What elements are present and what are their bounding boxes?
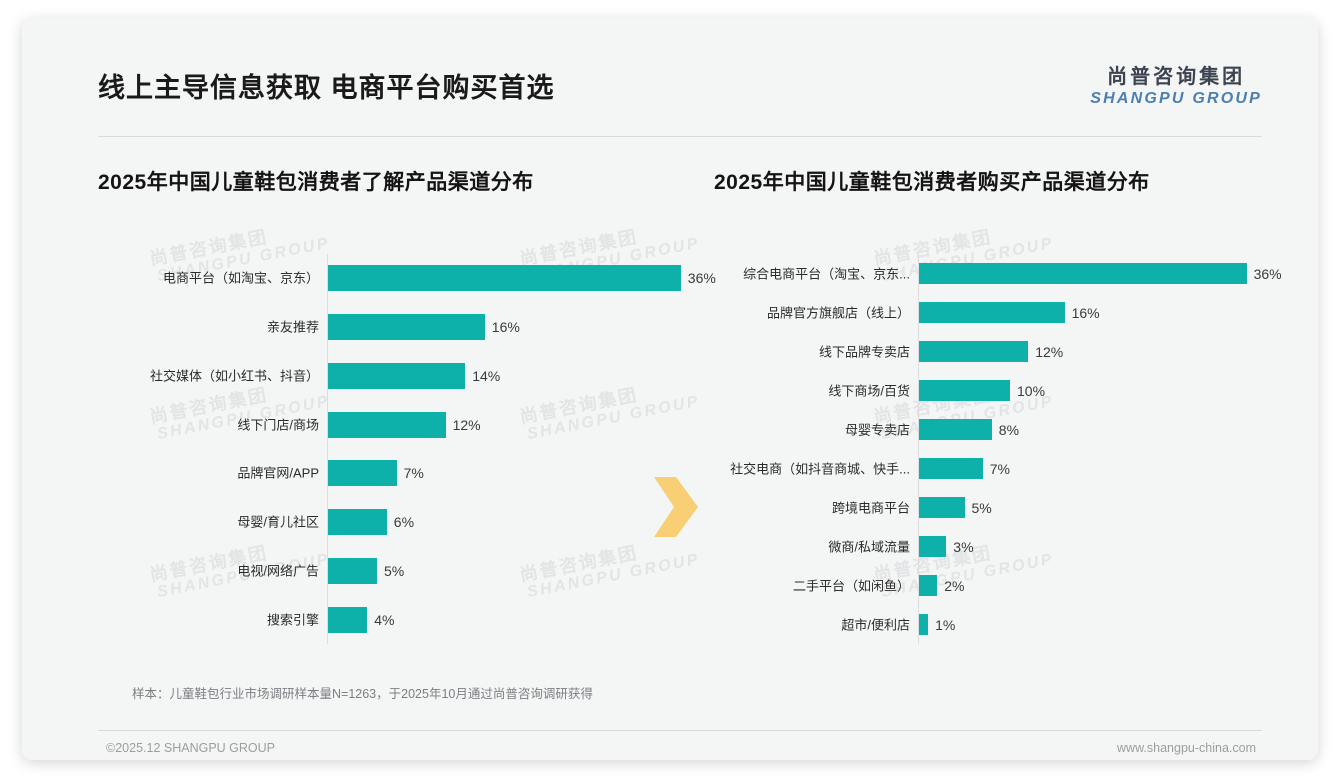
bar-value-label: 7%	[403, 465, 424, 482]
bar-row: 电视/网络广告 5%	[76, 557, 696, 584]
website-link[interactable]: www.shangpu-china.com	[1117, 741, 1256, 755]
bar	[919, 575, 938, 596]
bar-chart-left: 电商平台（如淘宝、京东） 36% 亲友推荐 16% 社交媒体（如小红书、抖音） 14% 线下…	[76, 254, 716, 644]
chart-panel-right: 2025年中国儿童鞋包消费者购买产品渠道分布 综合电商平台（淘宝、京东... 36…	[708, 146, 1286, 666]
bar	[919, 302, 1065, 323]
bar-row: 社交电商（如抖音商城、快手... 7%	[708, 458, 1286, 479]
bar-row: 线下品牌专卖店 12%	[708, 341, 1286, 362]
bar-row: 品牌官网/APP 7%	[76, 460, 696, 487]
bar	[328, 362, 466, 389]
bar-category-label: 母婴/育儿社区	[237, 515, 319, 529]
axis-line	[327, 254, 328, 644]
bar-row: 搜索引擎 4%	[76, 606, 696, 633]
sample-note: 样本：儿童鞋包行业市场调研样本量N=1263，于2025年10月通过尚普咨询调研…	[132, 687, 593, 701]
bar	[328, 314, 485, 341]
bar-value-label: 14%	[472, 367, 501, 384]
header-divider	[98, 136, 1262, 137]
bar-value-label: 1%	[935, 616, 956, 633]
bar-category-label: 线下品牌专卖店	[818, 345, 910, 358]
chart-panel-left: 2025年中国儿童鞋包消费者了解产品渠道分布 电商平台（如淘宝、京东） 36% 亲友…	[76, 146, 716, 666]
logo-text-en: SHANGPU GROUP	[1090, 90, 1262, 107]
bar	[919, 497, 965, 518]
logo-text-cn: 尚普咨询集团	[1107, 66, 1246, 88]
bar-category-label: 搜索引擎	[266, 613, 319, 627]
bar-value-label: 2%	[944, 577, 965, 594]
bar-row: 二手平台（如闲鱼） 2%	[708, 575, 1286, 596]
bar-row: 亲友推荐 16%	[76, 314, 696, 341]
slide-card: 尚普咨询集团 SHANGPU GROUP 尚普咨询集团 SHANGPU GROU…	[22, 18, 1318, 760]
bar-row: 跨境电商平台 5%	[708, 497, 1286, 518]
bar	[328, 606, 368, 633]
bar	[328, 265, 681, 292]
bar-category-label: 电视/网络广告	[237, 564, 319, 578]
bar-value-label: 16%	[491, 319, 520, 336]
page-title: 线上主导信息获取 电商平台购买首选	[98, 73, 555, 103]
bar	[919, 419, 992, 440]
bar	[919, 536, 947, 557]
bar	[919, 263, 1247, 284]
bar-value-label: 5%	[971, 499, 992, 516]
bar-row: 社交媒体（如小红书、抖音） 14%	[76, 362, 696, 389]
bar-row: 微商/私域流量 3%	[708, 536, 1286, 557]
bar-value-label: 5%	[384, 562, 405, 579]
slide-header: 线上主导信息获取 电商平台购买首选 尚普咨询集团 SHANGPU GROUP	[22, 18, 1318, 116]
bar-category-label: 微商/私域流量	[828, 540, 910, 553]
bar	[919, 380, 1010, 401]
bar-row: 母婴专卖店 8%	[708, 419, 1286, 440]
chart-title-right: 2025年中国儿童鞋包消费者购买产品渠道分布	[714, 171, 1150, 194]
chart-title-left: 2025年中国儿童鞋包消费者了解产品渠道分布	[98, 171, 534, 194]
bar-category-label: 母婴专卖店	[844, 423, 910, 436]
bar-row: 母婴/育儿社区 6%	[76, 509, 696, 536]
bar	[919, 341, 1029, 362]
bar-value-label: 16%	[1071, 304, 1100, 321]
bar-value-label: 3%	[953, 538, 974, 555]
bar-value-label: 36%	[687, 270, 716, 287]
bar	[328, 411, 446, 438]
bar-value-label: 8%	[998, 421, 1020, 438]
bar-category-label: 社交媒体（如小红书、抖音）	[149, 369, 319, 383]
bar-category-label: 品牌官方旗舰店（线上）	[766, 306, 910, 319]
footer-divider	[98, 730, 1262, 731]
bar-value-label: 10%	[1017, 382, 1046, 399]
bar-category-label: 跨境电商平台	[831, 501, 910, 514]
copyright-text: ©2025.12 SHANGPU GROUP	[106, 741, 275, 755]
axis-line	[918, 254, 919, 644]
bar-category-label: 二手平台（如闲鱼）	[792, 579, 910, 592]
bar-row: 品牌官方旗舰店（线上） 16%	[708, 302, 1286, 323]
bar-row: 综合电商平台（淘宝、京东... 36%	[708, 263, 1286, 284]
bar-row: 线下门店/商场 12%	[76, 411, 696, 438]
bar-category-label: 综合电商平台（淘宝、京东...	[743, 267, 910, 280]
bar	[328, 460, 397, 487]
bar	[328, 509, 387, 536]
brand-logo: 尚普咨询集团 SHANGPU GROUP	[1090, 60, 1262, 108]
bar-category-label: 社交电商（如抖音商城、快手...	[730, 462, 910, 475]
bar	[328, 557, 377, 584]
bar-row: 超市/便利店 1%	[708, 614, 1286, 635]
bar-value-label: 12%	[452, 416, 481, 433]
bar-category-label: 线下商场/百货	[828, 384, 910, 397]
bar-row: 电商平台（如淘宝、京东） 36%	[76, 265, 716, 292]
bar-chart-right: 综合电商平台（淘宝、京东... 36% 品牌官方旗舰店（线上） 16% 线下品牌专卖店 1…	[708, 254, 1286, 644]
charts-region: 2025年中国儿童鞋包消费者了解产品渠道分布 电商平台（如淘宝、京东） 36% 亲友…	[22, 146, 1318, 666]
right-chevron-arrow-icon	[654, 477, 698, 537]
bar	[919, 614, 929, 635]
bar-row: 线下商场/百货 10%	[708, 380, 1286, 401]
bar-value-label: 4%	[374, 611, 395, 628]
bar-value-label: 12%	[1035, 343, 1064, 360]
bar-category-label: 电商平台（如淘宝、京东）	[162, 271, 319, 285]
bar-category-label: 线下门店/商场	[237, 418, 319, 432]
bar-value-label: 36%	[1253, 265, 1282, 282]
bar-category-label: 品牌官网/APP	[237, 466, 319, 480]
bar-category-label: 亲友推荐	[266, 320, 319, 334]
bar-value-label: 6%	[393, 514, 415, 531]
bar	[919, 458, 983, 479]
bar-value-label: 7%	[989, 460, 1010, 477]
bar-category-label: 超市/便利店	[841, 618, 910, 631]
